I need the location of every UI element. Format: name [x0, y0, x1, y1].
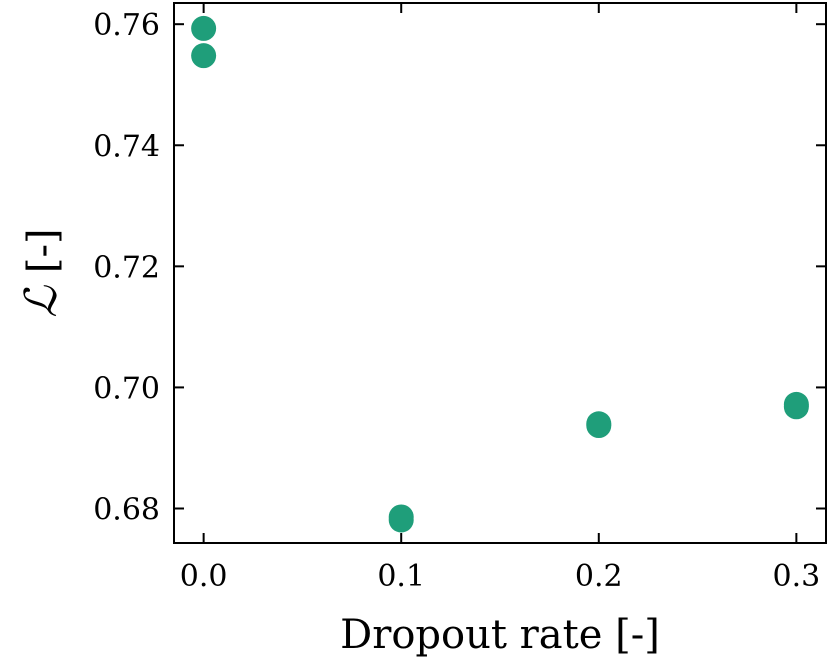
x-tick-label: 0.3 — [773, 559, 821, 594]
y-axis-symbol: ℒ — [16, 285, 67, 318]
y-tick-label: 0.72 — [93, 250, 160, 285]
y-axis-unit: [-] — [20, 228, 66, 285]
y-tick-label: 0.76 — [93, 8, 160, 43]
data-point — [783, 394, 809, 420]
x-tick-label: 0.1 — [377, 559, 425, 594]
data-point — [586, 413, 612, 439]
axis-ticks — [174, 3, 826, 543]
y-axis-label: ℒ [-] — [16, 228, 67, 317]
plot-frame — [173, 2, 827, 544]
x-axis-label: Dropout rate [-] — [340, 612, 660, 658]
data-point — [388, 507, 414, 533]
y-tick-label: 0.70 — [93, 371, 160, 406]
data-point — [191, 15, 217, 41]
data-point — [191, 43, 217, 69]
y-tick-label: 0.74 — [93, 129, 160, 164]
data-points — [191, 15, 809, 533]
x-tick-label: 0.0 — [180, 559, 228, 594]
y-tick-label: 0.68 — [93, 492, 160, 527]
x-tick-label: 0.2 — [575, 559, 623, 594]
tick-labels: 0.0 0.1 0.2 0.3 0.68 0.70 0.72 0.74 0.76 — [93, 8, 820, 594]
